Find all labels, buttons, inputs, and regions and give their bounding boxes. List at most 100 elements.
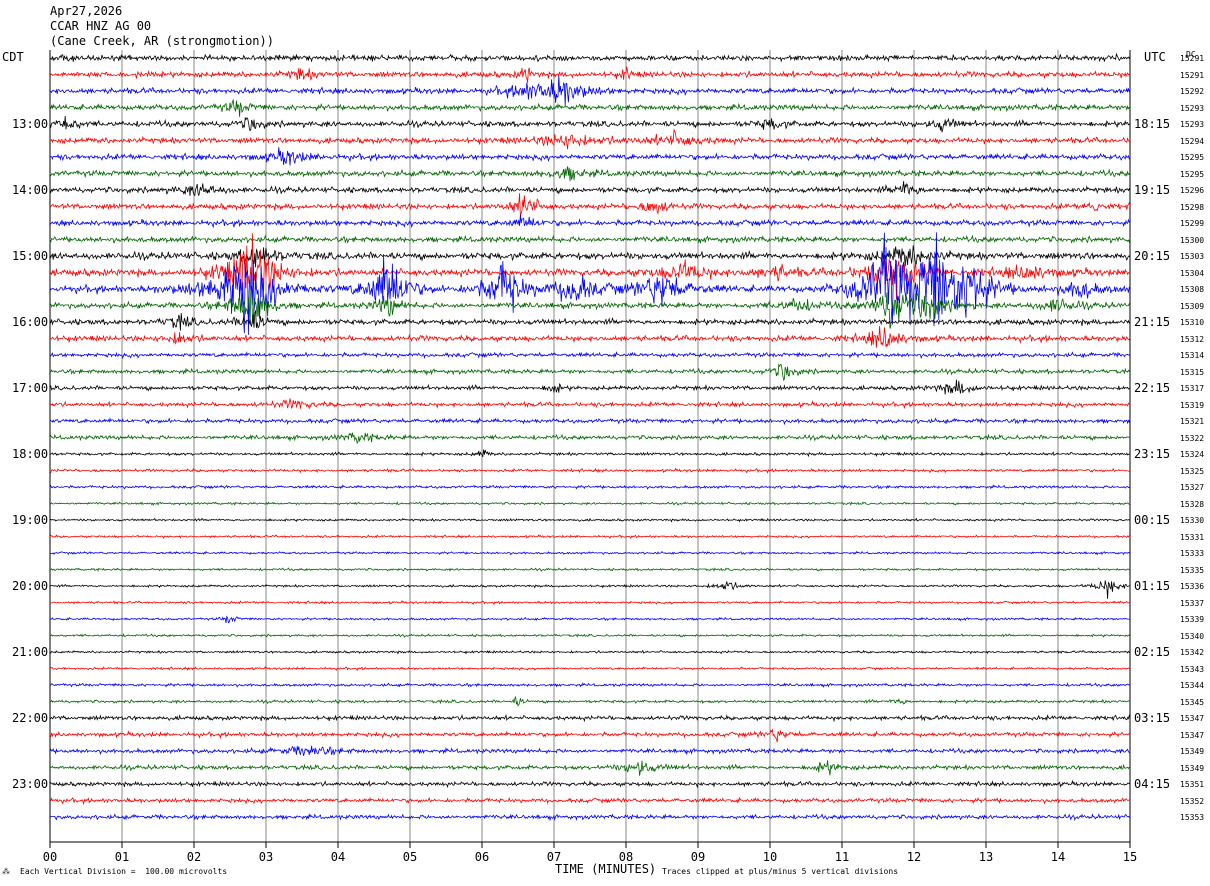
x-tick-label: 07 [547,850,561,864]
seismic-traces [49,52,1131,822]
trace-line [49,501,1131,506]
dc-value: 15312 [1180,334,1205,344]
cdt-hour-label: 23:00 [12,777,49,791]
trace-line [49,234,1131,245]
trace-line [49,580,1131,599]
utc-hour-label: 04:15 [1134,777,1171,791]
trace-line [49,484,1131,490]
dc-value: 15349 [1180,747,1205,756]
dc-value: 15339 [1180,615,1205,624]
trace-line [49,682,1131,688]
trace-line [49,325,1131,348]
dc-value: 15325 [1180,466,1205,476]
trace-line [49,449,1130,458]
scale-note: Each Vertical Division = 100.00 microvol… [20,867,228,876]
trace-line [49,534,1131,540]
trace-line [49,779,1131,789]
cdt-hour-label: 21:00 [12,645,49,659]
dc-value: 15296 [1180,186,1205,195]
x-tick-label: 10 [763,850,777,864]
dc-value: 15330 [1180,516,1205,525]
trace-line [49,66,1131,83]
x-tick-label: 08 [619,850,633,864]
trace-line [49,166,1131,182]
utc-hour-label: 02:15 [1134,645,1171,659]
x-axis-label: TIME (MINUTES) [555,862,657,876]
trace-line [49,232,1131,335]
dc-value: 15335 [1180,565,1205,575]
cdt-hour-label: 14:00 [12,183,49,197]
dc-value: 15300 [1180,235,1205,245]
station-code: CCAR HNZ AG 00 [50,19,152,33]
dc-value: 15317 [1180,384,1205,393]
cdt-hour-label: 19:00 [12,513,49,527]
clip-note: Traces clipped at plus/minus 5 vertical … [662,867,899,876]
dc-value: 15333 [1180,549,1205,558]
dc-value: 15336 [1180,582,1205,591]
trace-line [49,567,1131,572]
utc-hour-label: 21:15 [1134,315,1171,329]
trace-line [49,417,1131,426]
dc-value: 15353 [1180,813,1205,822]
trace-line [49,115,1131,133]
trace-line [49,52,1131,63]
trace-line [49,98,1131,117]
x-tick-label: 13 [979,850,993,864]
utc-hour-label: 19:15 [1134,183,1171,197]
dc-value: 15327 [1180,483,1205,492]
trace-line [49,796,1131,806]
trace-line [49,147,1131,166]
dc-column-label: DC [1186,50,1196,59]
footer-mark: ⁂ [2,867,10,876]
x-tick-label: 15 [1123,850,1137,864]
dc-value: 15343 [1180,664,1205,674]
cdt-hour-label: 18:00 [12,447,49,461]
dc-value: 15347 [1180,730,1205,740]
trace-line [49,600,1131,606]
trace-line [49,517,1131,523]
trace-line [49,467,1131,474]
trace-line [49,245,1131,268]
utc-hour-label: 22:15 [1134,381,1171,395]
dc-value: 15293 [1180,103,1205,113]
trace-line [49,633,1131,638]
x-tick-label: 03 [259,850,273,864]
trace-line [49,214,1131,229]
x-tick-label: 02 [187,850,201,864]
dc-value: 15321 [1180,417,1205,426]
x-tick-label: 04 [331,850,345,864]
trace-line [49,75,1131,107]
dc-value: 15340 [1180,631,1205,641]
dc-value: 15331 [1180,532,1205,542]
right-timezone-label: UTC [1144,50,1166,64]
trace-line [49,310,1131,331]
utc-hour-label: 00:15 [1134,513,1171,527]
dc-value: 15314 [1180,351,1205,360]
utc-hour-label: 01:15 [1134,579,1171,593]
cdt-hour-label: 13:00 [12,117,49,131]
left-timezone-label: CDT [2,50,24,64]
utc-hour-label: 20:15 [1134,249,1171,263]
dc-value: 15337 [1180,598,1205,608]
utc-hour-label: 18:15 [1134,117,1171,131]
dc-value: 15291 [1180,70,1205,80]
dc-value: 15310 [1180,318,1205,327]
dc-value: 15352 [1180,796,1205,806]
dc-value: 15322 [1180,433,1205,443]
trace-line [49,666,1131,672]
trace-line [49,398,1131,410]
x-tick-label: 14 [1051,850,1065,864]
dc-value: 15291 [1180,54,1205,63]
trace-line [49,351,1131,360]
dc-value: 15345 [1180,697,1205,707]
dc-value: 15344 [1180,681,1205,690]
x-tick-label: 09 [691,850,705,864]
trace-line [49,813,1131,822]
trace-line [49,181,1131,197]
trace-line [49,128,1131,150]
x-tick-label: 05 [403,850,417,864]
x-tick-label: 01 [115,850,129,864]
dc-value: 15293 [1180,120,1205,129]
dc-value: 15315 [1180,367,1205,377]
